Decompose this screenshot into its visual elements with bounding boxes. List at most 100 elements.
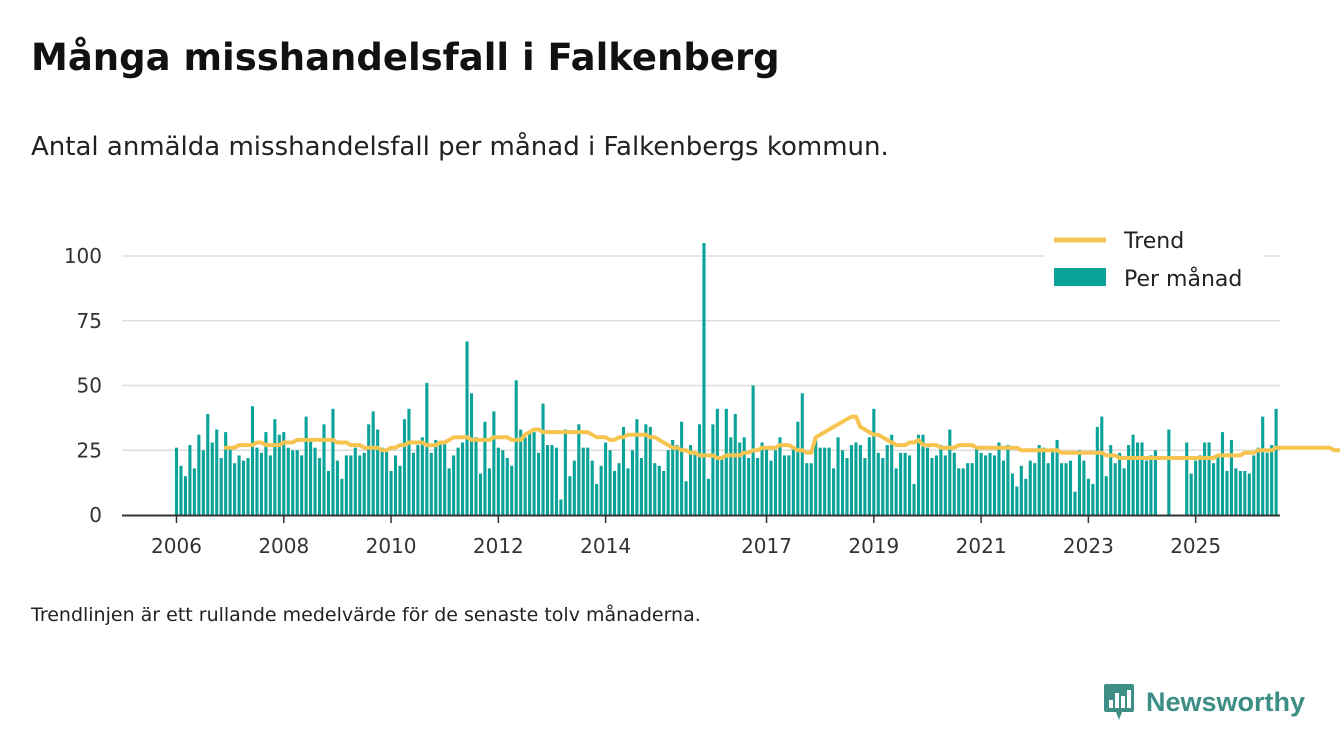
bar xyxy=(478,473,483,515)
bar xyxy=(1220,432,1225,515)
bar xyxy=(680,421,684,515)
bar xyxy=(1051,450,1055,515)
bar xyxy=(429,452,433,515)
bar xyxy=(528,432,532,515)
bar xyxy=(729,437,733,515)
bar xyxy=(188,445,192,515)
bar xyxy=(465,341,469,515)
bar xyxy=(259,452,263,515)
bar xyxy=(376,429,380,515)
bar xyxy=(1100,416,1104,515)
legend: Trend Per månad xyxy=(1044,222,1264,294)
bar xyxy=(1082,460,1086,515)
x-tick-label: 2010 xyxy=(366,534,417,558)
bar xyxy=(1247,473,1251,515)
bar xyxy=(1037,445,1041,515)
bar xyxy=(1073,491,1077,515)
bar xyxy=(224,432,228,515)
bar xyxy=(769,460,773,515)
bar xyxy=(1118,452,1122,515)
bar xyxy=(617,463,621,515)
bar xyxy=(501,450,505,515)
bar xyxy=(1024,478,1028,515)
bar xyxy=(613,470,617,515)
bar xyxy=(264,432,268,515)
bar xyxy=(286,447,290,515)
bar xyxy=(393,455,398,515)
bar xyxy=(912,483,916,515)
bar xyxy=(1274,408,1278,515)
bar xyxy=(541,403,545,515)
bar xyxy=(608,450,612,515)
x-tick-label: 2025 xyxy=(1170,534,1221,558)
bar xyxy=(371,411,375,515)
bar xyxy=(505,458,509,515)
bar xyxy=(1136,442,1140,515)
bar xyxy=(1238,470,1242,515)
bar xyxy=(1153,450,1157,515)
bar xyxy=(255,447,259,515)
bar xyxy=(1077,450,1081,515)
bar xyxy=(635,419,639,515)
bar xyxy=(1265,452,1269,515)
bar xyxy=(331,408,335,515)
x-tick-label: 2019 xyxy=(848,534,899,558)
bar xyxy=(742,437,746,515)
bar xyxy=(693,452,697,515)
y-tick-label: 25 xyxy=(77,438,102,462)
bar xyxy=(456,447,460,515)
bar xyxy=(604,442,608,515)
legend-label: Trend xyxy=(1123,229,1184,254)
bar xyxy=(854,442,858,515)
bar xyxy=(1131,434,1135,515)
bar xyxy=(1144,460,1149,515)
bar xyxy=(724,408,728,515)
bar xyxy=(411,452,415,515)
bar xyxy=(174,447,179,515)
bar xyxy=(840,450,845,515)
bar xyxy=(1149,455,1153,515)
bar xyxy=(1252,455,1256,515)
bar xyxy=(653,463,657,515)
bar xyxy=(684,481,688,515)
bar xyxy=(362,452,366,515)
brand-logo: Newsworthy xyxy=(1102,682,1305,722)
bar xyxy=(304,416,308,515)
bar xyxy=(630,450,634,515)
bar xyxy=(577,424,581,515)
bar xyxy=(291,450,295,515)
bar xyxy=(1095,426,1099,515)
bar xyxy=(778,437,782,515)
bar xyxy=(858,445,862,515)
bar xyxy=(326,470,331,515)
bar xyxy=(809,463,813,515)
bar xyxy=(1234,468,1238,515)
bar xyxy=(416,445,420,515)
bar xyxy=(242,460,246,515)
bar xyxy=(313,447,317,515)
bar xyxy=(340,478,344,515)
brand-name: Newsworthy xyxy=(1146,686,1306,717)
y-tick-label: 50 xyxy=(77,374,102,398)
bar xyxy=(250,406,255,515)
bar xyxy=(1033,463,1037,515)
bar xyxy=(943,455,947,515)
bar xyxy=(832,468,836,515)
bar xyxy=(1225,470,1229,515)
bar xyxy=(1028,460,1032,515)
bar xyxy=(1243,470,1247,515)
bar xyxy=(984,455,988,515)
bar xyxy=(367,424,371,515)
bar xyxy=(183,476,187,515)
bar xyxy=(514,380,518,515)
bar xyxy=(335,460,339,515)
bar xyxy=(201,450,205,515)
x-tick-label: 2008 xyxy=(258,534,309,558)
bar xyxy=(760,442,764,515)
bar xyxy=(228,447,232,515)
y-tick-label: 100 xyxy=(64,244,102,268)
bar xyxy=(934,455,938,515)
x-tick-label: 2006 xyxy=(151,534,202,558)
bar xyxy=(970,463,974,515)
